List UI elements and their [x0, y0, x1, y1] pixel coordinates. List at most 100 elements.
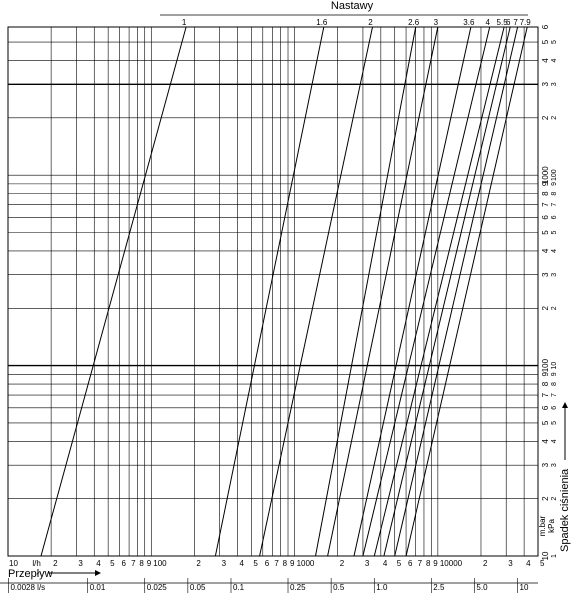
x-tick-label: 7 — [131, 559, 136, 568]
x-tick-label: 4 — [526, 559, 531, 568]
y-tick-label: 6 — [541, 215, 550, 220]
series-label-3.6: 3.6 — [463, 18, 475, 27]
x-tick-label: 2 — [196, 559, 201, 568]
x-unit-primary: l/h — [32, 559, 40, 568]
chart-title: Nastawy — [331, 0, 374, 12]
y-tick-label: 7 — [541, 392, 550, 397]
x-tick-label: 3 — [222, 559, 227, 568]
y-tick-label: 5 — [541, 230, 550, 235]
series-label-1.6: 1.6 — [316, 18, 328, 27]
plot-border — [7, 26, 539, 557]
y-tick-label-kpa: 3 — [551, 463, 558, 467]
y-tick-label-kpa: 10 — [551, 362, 558, 370]
x-tick-label: 5 — [397, 559, 402, 568]
y-tick-label: 6 — [541, 24, 550, 29]
x-tick-label: 3 — [365, 559, 370, 568]
y-tick-label: 2 — [541, 496, 550, 501]
x-tick-label: 6 — [408, 559, 413, 568]
y-tick-label: 8 — [541, 381, 550, 386]
x-tick-label: 4 — [383, 559, 388, 568]
y-tick-label: 4 — [541, 58, 550, 63]
y-axis-arrow-icon — [562, 402, 568, 460]
series-label-5.5: 5.5 — [497, 18, 509, 27]
y-tick-label-kpa: 8 — [551, 192, 558, 196]
y-tick-label-kpa: 100 — [551, 169, 558, 181]
y-tick-label: 3 — [541, 272, 550, 277]
series-label-2: 2 — [368, 18, 373, 27]
y-tick-label-kpa: 7 — [551, 393, 558, 397]
x-tick-label: 8 — [139, 559, 144, 568]
y-tick-label-kpa: 9 — [551, 182, 558, 186]
y-tick-label-kpa: 5 — [551, 421, 558, 425]
y-tick-label: 4 — [541, 248, 550, 253]
y-tick-label: 100 — [541, 358, 550, 372]
y-tick-label-kpa: 5 — [551, 40, 558, 44]
y-tick-label: 7 — [541, 202, 550, 207]
x-tick-label: 4 — [96, 559, 101, 568]
y-tick-label-kpa: 1 — [551, 554, 558, 558]
series-label-7.9: 7.9 — [520, 18, 532, 27]
y-tick-label: 2 — [541, 305, 550, 310]
x-tick-label: 3 — [78, 559, 83, 568]
y-tick-label-kpa: 6 — [551, 215, 558, 219]
y-tick-label-kpa: 4 — [551, 249, 558, 253]
series-line-7.9 — [405, 26, 528, 557]
x-tick-label: 8 — [283, 559, 288, 568]
y-tick-label-kpa: 8 — [551, 382, 558, 386]
y-tick-label: 3 — [541, 82, 550, 87]
x-tick-label: 9 — [433, 559, 438, 568]
x-tick-label: 2 — [483, 559, 488, 568]
x-tick-label: 2 — [340, 559, 345, 568]
series-label-2.6: 2.6 — [408, 18, 420, 27]
y-tick-label-kpa: 4 — [551, 58, 558, 62]
x-tick-label: 100 — [153, 559, 167, 568]
series-line-6 — [383, 26, 511, 557]
x-tick-label: 5 — [253, 559, 258, 568]
x-tick-label: 5 — [110, 559, 115, 568]
y-tick-label: 1000 — [541, 166, 550, 184]
x-tick-label: 2 — [53, 559, 58, 568]
y-tick-label-kpa: 3 — [551, 273, 558, 277]
y-tick-label: 8 — [541, 191, 550, 196]
x-tick-label: 6 — [121, 559, 126, 568]
series-label-1: 1 — [182, 18, 187, 27]
x-tick-label: 3 — [508, 559, 513, 568]
x-secondary-tick-label: 5.0 — [476, 583, 488, 592]
series-line-7 — [394, 26, 519, 557]
y-tick-label: 5 — [541, 39, 550, 44]
chart-tick-labels: 10 2 3 4 5 6 7 8 9 100 2 3 4 5 6 7 8 9 1000 2 3 4 5 6 7 8 9 10000 2 3… — [8, 24, 558, 593]
y-tick-label-kpa: 3 — [551, 82, 558, 86]
y-tick-label: 4 — [541, 439, 550, 444]
x-tick-label: 5 — [540, 559, 545, 568]
chart-frame — [0, 14, 539, 584]
chart-series — [40, 26, 528, 557]
series-line-2 — [259, 26, 373, 557]
y-tick-label-kpa: 6 — [551, 406, 558, 410]
series-line-3 — [327, 26, 439, 557]
x-tick-label: 9 — [290, 559, 295, 568]
series-labels: 1 1.6 2 2.6 3 3.6 4 5.56 7 7.9 — [182, 18, 531, 27]
series-line-2.6 — [315, 26, 417, 557]
x-tick-label: 7 — [274, 559, 279, 568]
x-tick-label: 6 — [265, 559, 270, 568]
series-label-7: 7 — [513, 18, 518, 27]
y-tick-label-kpa: 9 — [551, 372, 558, 376]
x-secondary-tick-label: 10 — [520, 583, 529, 592]
chart-grid — [7, 26, 539, 557]
y-tick-label: 9 — [541, 181, 550, 186]
x-tick-label: 4 — [240, 559, 245, 568]
x-secondary-tick-label: 0.1 — [233, 583, 245, 592]
x-secondary-tick-label: 0.05 — [190, 583, 206, 592]
series-line-1.6 — [214, 26, 325, 557]
x-secondary-tick-label: 0.025 — [147, 583, 168, 592]
series-line-1 — [40, 26, 187, 557]
y-tick-label: 9 — [541, 372, 550, 377]
series-line-3.6 — [353, 26, 472, 557]
x-tick-label: 10000 — [440, 559, 463, 568]
x-tick-label: 7 — [418, 559, 423, 568]
y-tick-label-kpa: 2 — [551, 116, 558, 120]
y-tick-label: 5 — [541, 420, 550, 425]
x-tick-label: 10 — [9, 559, 18, 568]
y-tick-label-kpa: 2 — [551, 497, 558, 501]
